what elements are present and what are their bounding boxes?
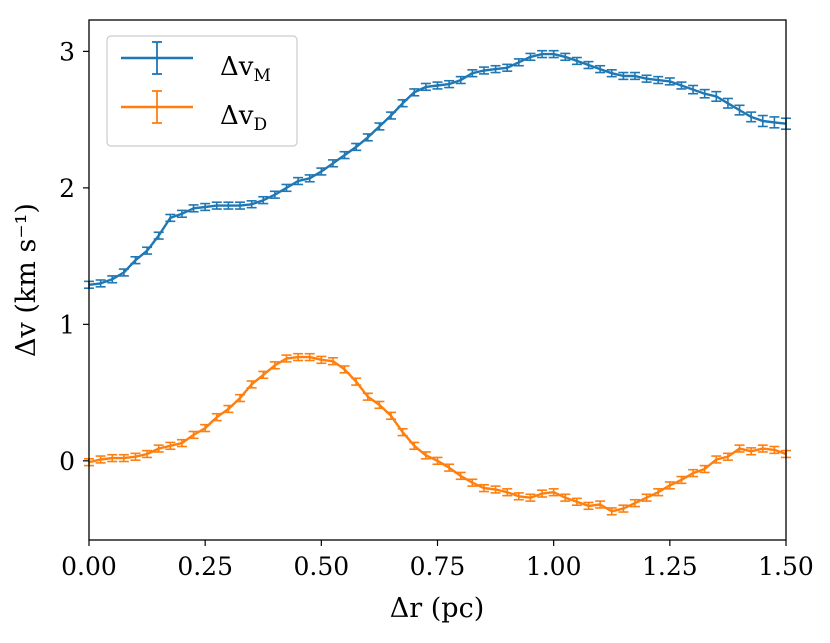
series-line-m: [88, 52, 787, 286]
x-tick-label: 1.00: [526, 552, 582, 581]
series-d: [84, 352, 791, 516]
y-tick-label: 0: [59, 447, 75, 476]
series-line-d: [88, 355, 787, 513]
series-layer: [84, 49, 791, 516]
y-tick-label: 2: [59, 174, 75, 203]
series-m: [84, 49, 791, 289]
x-axis-label: Δr (pc): [390, 593, 484, 624]
y-tick-label: 1: [59, 310, 75, 339]
x-tick-label: 0.25: [177, 552, 233, 581]
legend-label-m: ΔvM: [220, 52, 271, 86]
legend-label-d: ΔvD: [220, 101, 267, 135]
y-tick-label: 3: [59, 37, 75, 66]
legend-frame: [106, 35, 298, 147]
legend-entry-m: ΔvM: [121, 41, 271, 86]
legend: ΔvM ΔvD: [106, 35, 298, 147]
legend-entry-d: ΔvD: [121, 90, 267, 135]
legend-handle-m: [121, 41, 193, 75]
ticks-layer: 0.00 0.25 0.50 0.75 1.00 1.25 1.50 0 1 2 3: [59, 37, 814, 581]
legend-handle-d: [121, 90, 193, 124]
y-axis-label: Δv (km s⁻¹): [11, 203, 42, 357]
x-tick-label: 0.00: [61, 552, 117, 581]
x-tick-label: 0.50: [293, 552, 349, 581]
x-tick-label: 1.25: [642, 552, 698, 581]
x-tick-label: 1.50: [758, 552, 814, 581]
x-tick-label: 0.75: [410, 552, 466, 581]
